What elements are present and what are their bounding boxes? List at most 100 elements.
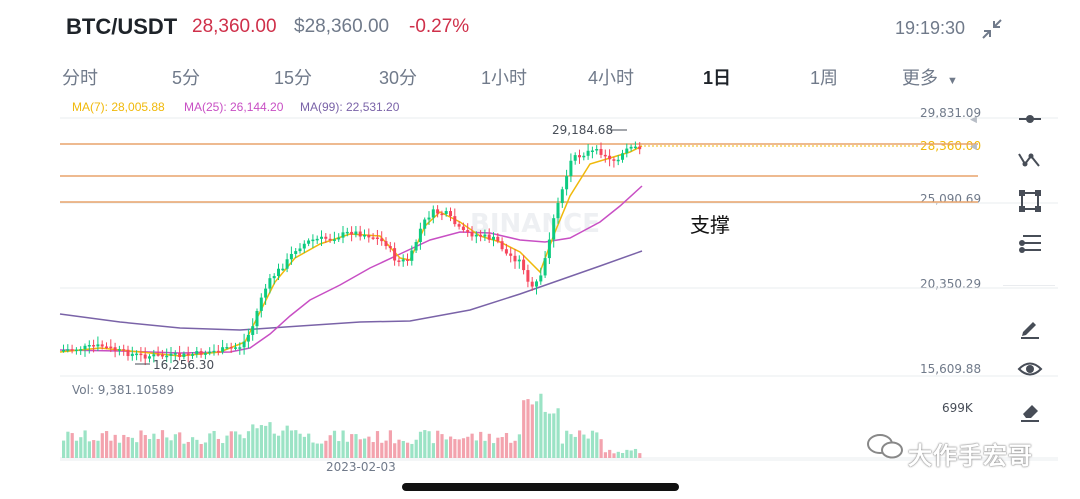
volume-bar xyxy=(294,430,298,458)
home-indicator[interactable] xyxy=(402,483,679,491)
volume-bar xyxy=(500,437,504,458)
volume-bar xyxy=(470,433,474,458)
volume-bar xyxy=(165,437,169,458)
volume-bar xyxy=(251,424,255,458)
volume-bar xyxy=(358,439,362,458)
candle xyxy=(401,259,405,262)
volume-bar xyxy=(444,439,448,458)
candle xyxy=(66,349,70,351)
candle xyxy=(483,234,487,237)
tab-15m[interactable]: 15分 xyxy=(274,68,313,88)
volume-bar xyxy=(268,422,272,458)
min-price-label: 16,256.30 xyxy=(153,358,214,372)
pencil-icon[interactable] xyxy=(1017,314,1043,340)
volume-bar xyxy=(371,442,375,458)
rectangle-icon[interactable] xyxy=(1017,188,1043,214)
volume-bar xyxy=(152,433,156,458)
candle xyxy=(315,238,319,241)
candle xyxy=(195,351,199,355)
candle xyxy=(148,356,151,359)
pair-title[interactable]: BTC/USDT xyxy=(66,14,178,39)
candle xyxy=(621,153,624,160)
candle xyxy=(178,353,182,357)
timeframe-tabs: 分时 5分 15分 30分 1小时 4小时 1日 1周 更多 ▼ xyxy=(0,64,1080,94)
volume-bar xyxy=(169,440,173,458)
volume-bar xyxy=(238,434,242,458)
eraser-icon[interactable] xyxy=(1017,398,1043,424)
tab-1d[interactable]: 1日 xyxy=(703,68,732,88)
candle xyxy=(397,260,401,262)
candle xyxy=(633,146,637,149)
volume-bar xyxy=(74,440,79,458)
candle xyxy=(440,213,444,216)
fib-icon[interactable] xyxy=(1017,230,1043,256)
candle xyxy=(328,238,332,241)
volume-bar xyxy=(608,449,612,458)
eye-icon[interactable] xyxy=(1017,356,1043,382)
candle xyxy=(530,281,534,287)
ma25-label: MA(25): 26,144.20 xyxy=(184,100,284,114)
candle xyxy=(87,345,91,347)
volume-bar xyxy=(105,431,109,458)
volume-bar xyxy=(539,393,543,458)
volume-bar xyxy=(178,432,182,458)
volume-bar xyxy=(406,442,410,458)
volume-bar xyxy=(289,430,294,458)
tab-more[interactable]: 更多 ▼ xyxy=(902,64,958,90)
volume-bar xyxy=(109,440,113,458)
candle xyxy=(410,250,414,261)
candle xyxy=(105,346,108,348)
candle xyxy=(225,347,229,349)
candle xyxy=(371,237,375,239)
candle xyxy=(229,347,233,349)
volume-bar xyxy=(526,399,530,458)
volume-bar xyxy=(560,443,564,458)
collapse-icon[interactable] xyxy=(980,17,1004,41)
volume-bar xyxy=(186,441,190,458)
volume-bar xyxy=(182,443,186,458)
candle xyxy=(612,159,616,161)
volume-bar xyxy=(66,431,70,458)
volume-bar xyxy=(139,430,143,458)
candle xyxy=(414,242,418,251)
volume-bar xyxy=(427,431,431,458)
candle xyxy=(92,345,96,347)
volume-bar xyxy=(195,439,199,458)
tab-more-label: 更多 xyxy=(902,68,938,88)
volume-bar xyxy=(457,439,461,458)
candle xyxy=(139,353,143,356)
trend-line-icon[interactable] xyxy=(1017,146,1043,172)
volume-bar xyxy=(96,440,100,458)
volume-bar xyxy=(191,437,195,458)
candle xyxy=(474,234,478,237)
candle xyxy=(186,353,190,356)
tab-1h[interactable]: 1小时 xyxy=(481,68,528,88)
candle xyxy=(444,211,448,214)
volume-bar xyxy=(332,430,337,458)
tab-fenshi[interactable]: 分时 xyxy=(62,68,98,88)
ma99-line xyxy=(59,250,643,331)
candle xyxy=(638,146,642,150)
candle xyxy=(122,349,126,351)
tab-5m[interactable]: 5分 xyxy=(172,68,201,88)
candle xyxy=(509,253,513,256)
axis-marker-icon: ◀ xyxy=(970,114,977,124)
candle xyxy=(272,276,276,279)
tab-30m[interactable]: 30分 xyxy=(379,68,418,88)
volume-bar xyxy=(535,401,539,458)
tab-1w[interactable]: 1周 xyxy=(810,68,839,88)
candle xyxy=(608,155,612,160)
volume-bar xyxy=(272,433,276,458)
candle xyxy=(152,354,156,357)
volume-bar xyxy=(100,433,104,458)
candle xyxy=(216,350,220,353)
volume-bar xyxy=(246,431,251,458)
candle xyxy=(393,248,397,261)
volume-bar xyxy=(135,442,139,458)
volume-bar xyxy=(517,434,521,458)
volume-bar xyxy=(324,440,328,458)
candle xyxy=(242,341,246,348)
horizontal-line-icon[interactable] xyxy=(1017,106,1043,132)
tab-4h[interactable]: 4小时 xyxy=(588,68,635,88)
